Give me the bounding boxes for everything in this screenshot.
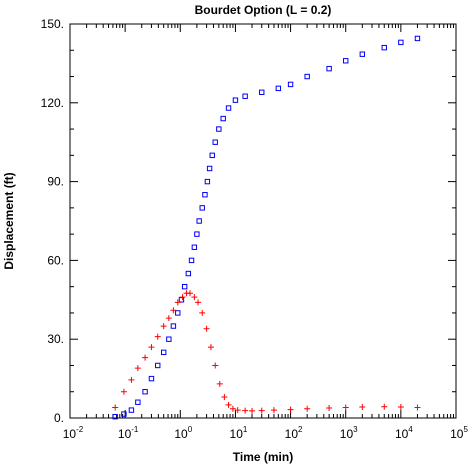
data-point-square bbox=[199, 205, 205, 211]
data-point-square bbox=[204, 178, 211, 185]
data-point-square bbox=[112, 413, 118, 420]
data-point-square bbox=[202, 192, 208, 198]
data-point-square bbox=[225, 105, 232, 111]
data-point-square bbox=[121, 411, 127, 417]
data-point-plus bbox=[160, 323, 167, 330]
x-tick-label: 10-2 bbox=[63, 425, 84, 441]
data-point-square bbox=[232, 97, 239, 103]
data-point-plus bbox=[148, 344, 155, 351]
data-point-square bbox=[194, 231, 200, 237]
data-point-plus bbox=[191, 294, 198, 301]
data-point-plus bbox=[165, 315, 172, 322]
data-point-plus bbox=[242, 407, 249, 414]
data-point-plus bbox=[134, 365, 141, 372]
data-point-plus bbox=[195, 299, 202, 306]
data-point-square bbox=[242, 93, 248, 99]
data-point-square bbox=[196, 218, 202, 224]
data-point-plus bbox=[414, 404, 421, 411]
data-point-plus bbox=[359, 403, 366, 410]
data-point-plus bbox=[258, 407, 265, 414]
data-point-plus bbox=[381, 403, 388, 410]
data-point-square bbox=[148, 375, 155, 382]
data-point-square bbox=[128, 407, 135, 413]
data-point-square bbox=[287, 81, 294, 88]
data-point-plus bbox=[216, 380, 223, 387]
data-point-plus bbox=[326, 405, 333, 412]
data-point-plus bbox=[112, 404, 119, 411]
data-point-square bbox=[381, 44, 387, 51]
data-point-plus bbox=[287, 406, 294, 413]
x-tick-label: 100 bbox=[174, 425, 192, 441]
data-point-square bbox=[259, 89, 265, 95]
y-tick-label: 120. bbox=[41, 96, 64, 110]
x-tick-label: 10-1 bbox=[118, 425, 139, 441]
data-point-square bbox=[166, 336, 172, 342]
data-point-square bbox=[206, 165, 213, 172]
data-point-square bbox=[343, 58, 349, 64]
data-point-square bbox=[160, 349, 167, 356]
x-tick-label: 105 bbox=[450, 425, 468, 441]
data-series bbox=[112, 35, 421, 420]
plot-frame bbox=[69, 23, 457, 419]
data-point-square bbox=[359, 51, 366, 57]
data-point-square bbox=[188, 257, 195, 264]
data-point-plus bbox=[170, 307, 177, 314]
data-point-plus bbox=[154, 333, 161, 340]
y-axis-label: Displacement (ft) bbox=[2, 172, 16, 269]
y-tick-label: 0. bbox=[54, 411, 64, 425]
data-point-plus bbox=[128, 376, 135, 383]
chart-title: Bourdet Option (L = 0.2) bbox=[195, 3, 332, 17]
data-point-plus bbox=[221, 393, 228, 400]
data-point-plus bbox=[186, 290, 193, 297]
data-point-plus bbox=[234, 407, 241, 414]
x-tick-label: 102 bbox=[285, 425, 303, 441]
data-point-plus bbox=[229, 405, 236, 412]
data-point-plus bbox=[225, 401, 232, 408]
data-point-square bbox=[209, 152, 215, 159]
series-2 bbox=[112, 290, 421, 414]
x-axis-label: Time (min) bbox=[233, 450, 293, 464]
data-point-plus bbox=[304, 405, 311, 412]
x-tick-label: 104 bbox=[395, 425, 413, 441]
y-axis: 0. 30. 60. 90. 120. 150. bbox=[41, 17, 456, 425]
data-point-square bbox=[212, 139, 218, 145]
data-point-plus bbox=[203, 325, 210, 332]
data-point-plus bbox=[342, 404, 349, 411]
data-point-plus bbox=[249, 407, 256, 414]
data-point-square bbox=[304, 73, 310, 80]
data-point-square bbox=[326, 65, 332, 72]
data-point-square bbox=[170, 323, 177, 329]
data-point-plus bbox=[120, 388, 127, 395]
data-point-square bbox=[398, 39, 404, 46]
data-point-plus bbox=[270, 407, 277, 414]
data-point-square bbox=[216, 126, 222, 132]
data-point-plus bbox=[179, 294, 186, 301]
data-point-square bbox=[175, 310, 181, 316]
data-point-plus bbox=[397, 403, 404, 410]
x-tick-label: 101 bbox=[230, 425, 248, 441]
y-tick-label: 150. bbox=[41, 17, 64, 31]
series-1 bbox=[112, 35, 421, 420]
data-point-square bbox=[155, 362, 161, 369]
data-point-square bbox=[220, 115, 226, 122]
y-tick-label: 90. bbox=[47, 175, 64, 189]
data-point-plus bbox=[207, 344, 214, 351]
data-point-square bbox=[185, 270, 192, 277]
data-point-square bbox=[191, 244, 198, 250]
data-point-square bbox=[275, 85, 282, 92]
x-tick-label: 103 bbox=[340, 425, 358, 441]
x-axis: 10-2 10-1 100 101 102 103 104 105 bbox=[63, 24, 468, 441]
y-tick-label: 60. bbox=[47, 253, 64, 267]
data-point-plus bbox=[199, 309, 206, 316]
data-point-plus bbox=[212, 362, 219, 369]
data-point-plus bbox=[174, 299, 181, 306]
data-point-square bbox=[414, 35, 421, 42]
data-point-square bbox=[181, 283, 188, 290]
y-tick-label: 30. bbox=[47, 332, 64, 346]
data-point-square bbox=[142, 389, 148, 395]
data-point-plus bbox=[142, 354, 149, 361]
data-point-square bbox=[135, 399, 141, 405]
